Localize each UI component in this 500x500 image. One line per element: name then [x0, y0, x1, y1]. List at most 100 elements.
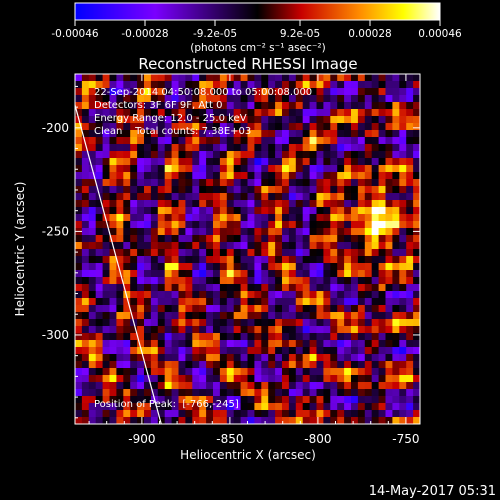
heatmap-cell	[406, 277, 414, 285]
heatmap-cell	[102, 116, 110, 124]
heatmap-cell	[351, 130, 359, 138]
heatmap-cell	[344, 403, 352, 411]
heatmap-cell	[199, 221, 207, 229]
heatmap-cell	[268, 263, 276, 271]
heatmap-cell	[309, 116, 317, 124]
heatmap-cell	[102, 207, 110, 215]
heatmap-cell	[378, 354, 386, 362]
heatmap-cell	[233, 172, 241, 180]
heatmap-cell	[206, 340, 214, 348]
heatmap-cell	[282, 144, 290, 152]
heatmap-cell	[351, 354, 359, 362]
heatmap-cell	[261, 123, 269, 131]
heatmap-cell	[406, 102, 414, 110]
heatmap-cell	[385, 151, 393, 159]
heatmap-cell	[337, 361, 345, 369]
heatmap-cell	[102, 326, 110, 334]
heatmap-cell	[254, 95, 262, 103]
heatmap-cell	[240, 235, 248, 243]
heatmap-cell	[88, 249, 97, 257]
heatmap-cell	[302, 172, 310, 180]
heatmap-cell	[371, 354, 379, 362]
heatmap-cell	[116, 263, 124, 271]
heatmap-cell	[392, 144, 400, 152]
heatmap-cell	[337, 242, 345, 250]
heatmap-cell	[233, 123, 241, 131]
heatmap-cell	[302, 389, 310, 397]
heatmap-cell	[213, 207, 221, 215]
heatmap-cell	[247, 242, 255, 250]
heatmap-cell	[399, 235, 407, 243]
heatmap-cell	[282, 74, 290, 82]
heatmap-cell	[219, 368, 228, 376]
heatmap-cell	[288, 235, 297, 243]
heatmap-cell	[371, 200, 379, 208]
heatmap-cell	[206, 298, 214, 306]
heatmap-cell	[240, 200, 248, 208]
heatmap-cell	[316, 249, 324, 257]
heatmap-cell	[295, 179, 304, 187]
heatmap-cell	[337, 368, 345, 376]
heatmap-cell	[95, 347, 103, 355]
heatmap-cell	[219, 312, 228, 320]
heatmap-cell	[413, 123, 420, 131]
heatmap-cell	[344, 368, 352, 376]
heatmap-cell	[233, 88, 241, 96]
heatmap-cell	[399, 375, 407, 383]
heatmap-cell	[171, 249, 179, 257]
heatmap-cell	[330, 333, 338, 341]
heatmap-cell	[109, 158, 117, 166]
heatmap-cell	[164, 144, 172, 152]
heatmap-cell	[399, 410, 407, 418]
heatmap-cell	[199, 95, 207, 103]
heatmap-cell	[178, 389, 186, 397]
heatmap-cell	[275, 256, 283, 264]
heatmap-cell	[81, 389, 90, 397]
heatmap-cell	[199, 277, 207, 285]
heatmap-cell	[247, 291, 255, 299]
heatmap-cell	[116, 242, 124, 250]
heatmap-cell	[185, 81, 193, 89]
heatmap-cell	[123, 144, 131, 152]
heatmap-cell	[309, 375, 317, 383]
heatmap-cell	[123, 403, 131, 411]
heatmap-cell	[357, 368, 366, 376]
heatmap-cell	[357, 291, 366, 299]
heatmap-cell	[164, 221, 172, 229]
heatmap-cell	[254, 235, 262, 243]
heatmap-cell	[164, 193, 172, 201]
heatmap-cell	[213, 263, 221, 271]
heatmap-cell	[109, 214, 117, 222]
heatmap-cell	[413, 88, 420, 96]
heatmap-cell	[178, 144, 186, 152]
heatmap-cell	[199, 291, 207, 299]
heatmap-cell	[144, 403, 152, 411]
heatmap-cell	[102, 368, 110, 376]
heatmap-cell	[364, 249, 373, 257]
heatmap-cell	[337, 263, 345, 271]
heatmap-cell	[309, 284, 317, 292]
heatmap-cell	[392, 249, 400, 257]
heatmap-cell	[81, 116, 90, 124]
heatmap-cell	[226, 361, 235, 369]
heatmap-cell	[199, 186, 207, 194]
heatmap-cell	[247, 130, 255, 138]
heatmap-cell	[81, 130, 90, 138]
heatmap-cell	[171, 389, 179, 397]
heatmap-cell	[109, 382, 117, 390]
heatmap-cell	[192, 249, 200, 257]
heatmap-cell	[399, 144, 407, 152]
heatmap-cell	[364, 88, 373, 96]
heatmap-cell	[116, 228, 124, 236]
heatmap-cell	[219, 340, 228, 348]
heatmap-cell	[123, 382, 131, 390]
heatmap-cell	[337, 200, 345, 208]
heatmap-cell	[164, 249, 172, 257]
heatmap-cell	[357, 340, 366, 348]
heatmap-cell	[330, 214, 338, 222]
heatmap-cell	[192, 88, 200, 96]
heatmap-cell	[364, 312, 373, 320]
heatmap-cell	[351, 347, 359, 355]
heatmap-cell	[268, 319, 276, 327]
heatmap-cell	[144, 333, 152, 341]
